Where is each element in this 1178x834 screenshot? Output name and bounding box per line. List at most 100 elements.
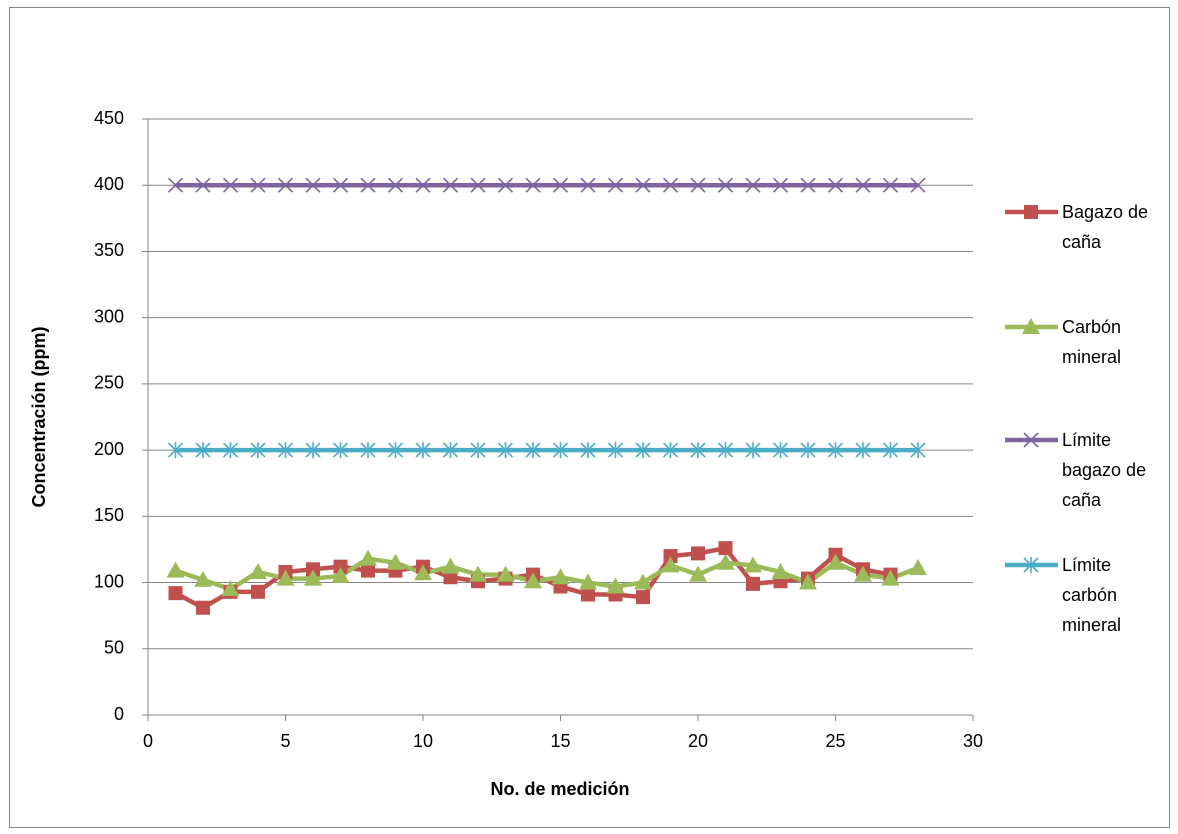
marker (691, 546, 705, 561)
marker-shape (910, 177, 926, 193)
y-tick-label: 150 (94, 505, 124, 525)
marker (195, 177, 211, 193)
y-tick-label: 450 (94, 108, 124, 128)
marker-shape (909, 558, 927, 575)
marker-shape (277, 442, 294, 459)
marker (854, 565, 872, 582)
marker-shape (441, 557, 460, 574)
marker-shape (332, 177, 349, 193)
marker-shape (415, 177, 431, 193)
y-tick-label: 200 (94, 439, 124, 459)
marker-shape (305, 442, 321, 459)
marker (195, 442, 211, 459)
marker (689, 565, 707, 582)
marker-shape (799, 573, 817, 590)
marker-shape (689, 565, 707, 582)
marker-shape (497, 177, 514, 193)
marker (496, 565, 515, 582)
marker-shape (826, 553, 845, 570)
marker (525, 442, 541, 459)
marker (826, 553, 845, 570)
marker (636, 590, 650, 605)
marker-shape (827, 177, 844, 193)
marker (661, 556, 680, 573)
marker (607, 442, 624, 459)
marker-shape (718, 541, 733, 556)
marker (497, 177, 514, 193)
chart-border (9, 7, 1170, 828)
marker (251, 584, 265, 599)
marker (580, 177, 596, 193)
marker-shape (854, 565, 872, 582)
marker (606, 577, 625, 594)
x-tick-label: 15 (550, 731, 570, 751)
marker-shape (222, 442, 239, 459)
marker (909, 558, 927, 575)
x-axis-label: No. de medición (490, 779, 629, 799)
marker (635, 177, 651, 193)
marker (580, 442, 596, 459)
marker-shape (386, 553, 405, 570)
marker-shape (195, 442, 211, 459)
marker (663, 549, 678, 564)
marker (552, 442, 569, 459)
marker (662, 442, 679, 459)
marker-shape (306, 562, 320, 577)
marker-shape (636, 590, 650, 605)
marker-shape (552, 177, 569, 193)
marker (799, 573, 817, 590)
marker-shape (333, 559, 348, 574)
marker-shape (276, 569, 295, 586)
marker-shape (497, 442, 514, 459)
marker-shape (167, 442, 184, 459)
marker (910, 442, 926, 459)
marker-shape (746, 576, 760, 591)
marker-shape (332, 442, 349, 459)
marker-shape (387, 177, 404, 193)
marker (470, 442, 486, 459)
marker (579, 573, 597, 590)
y-tick-label: 50 (104, 638, 124, 658)
x-tick-label: 20 (688, 731, 708, 751)
marker (443, 570, 458, 585)
marker-shape (196, 600, 210, 615)
marker-shape (552, 442, 569, 459)
marker-shape (250, 177, 266, 193)
marker-shape (772, 177, 789, 193)
marker-shape (360, 442, 376, 459)
marker-shape (361, 563, 375, 578)
y-axis-label: Concentración (ppm) (29, 326, 49, 507)
marker (387, 177, 404, 193)
marker-shape (882, 177, 899, 193)
marker (361, 563, 375, 578)
marker (304, 569, 322, 586)
marker (882, 177, 899, 193)
marker (387, 442, 404, 459)
marker (470, 177, 486, 193)
legend-label: Carbón mineral (1062, 317, 1122, 367)
y-tick-label: 400 (94, 174, 124, 194)
marker-shape (331, 566, 350, 583)
marker-shape (772, 442, 789, 459)
marker-shape (304, 569, 322, 586)
marker (250, 442, 266, 459)
marker (772, 177, 789, 193)
y-tick-label: 100 (94, 571, 124, 591)
x-tick-label: 30 (963, 731, 983, 751)
marker-shape (1023, 557, 1039, 573)
marker-shape (551, 568, 570, 585)
marker-shape (221, 580, 240, 597)
marker (441, 557, 460, 574)
marker-shape (716, 553, 735, 570)
marker (771, 562, 790, 579)
marker-shape (580, 177, 596, 193)
marker-shape (305, 177, 321, 193)
marker-shape (277, 177, 294, 193)
marker (222, 442, 239, 459)
marker (249, 562, 267, 579)
marker (442, 442, 459, 459)
marker-shape (524, 572, 542, 589)
marker-shape (855, 177, 871, 193)
marker-shape (717, 442, 734, 459)
